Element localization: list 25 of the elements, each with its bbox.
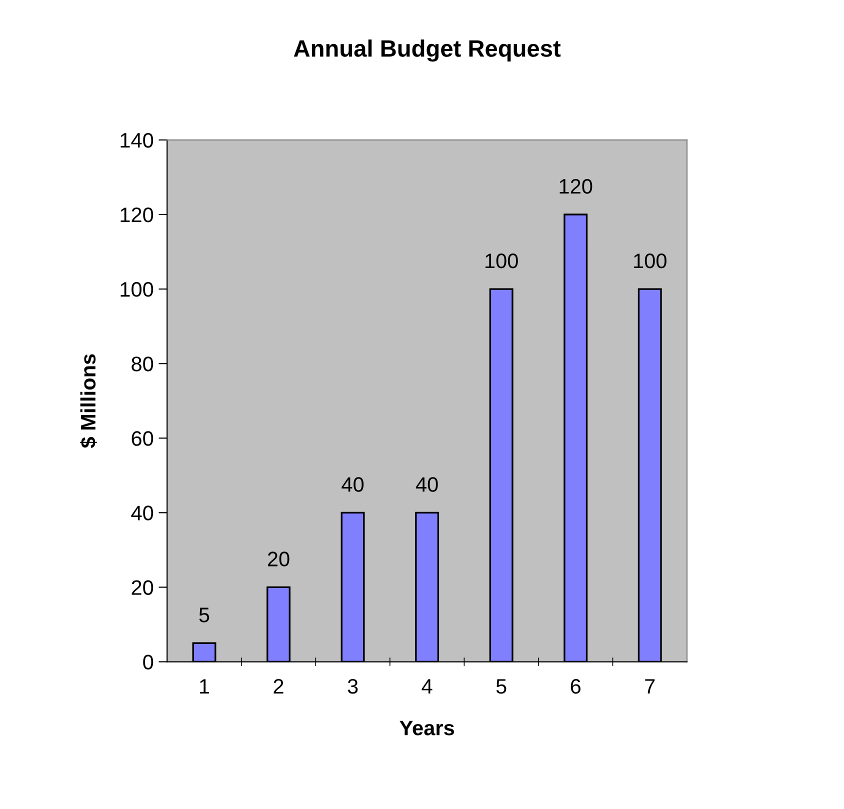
x-tick-label: 3 — [348, 678, 358, 694]
x-tick-label: 4 — [422, 679, 432, 694]
y-axis-title: $ Millions — [80, 354, 97, 448]
y-tick-label: 100 — [120, 282, 154, 297]
x-tick-label: 5 — [496, 679, 506, 694]
y-tick-label: 60 — [132, 431, 154, 446]
y-tick-label: 0 — [143, 654, 154, 670]
y-tick-label: 80 — [132, 356, 154, 372]
y-tick-label: 20 — [132, 580, 154, 595]
data-label: 120 — [560, 178, 592, 194]
x-tick-label: 6 — [570, 678, 580, 694]
data-label: 5 — [199, 608, 210, 622]
data-label: 40 — [342, 477, 364, 492]
x-tick-label: 1 — [200, 679, 210, 694]
x-axis-title: Years — [400, 720, 454, 736]
y-tick-label: 40 — [131, 506, 154, 520]
x-tick-label: 2 — [274, 678, 284, 694]
y-tick-label: 120 — [120, 208, 154, 222]
data-label: 100 — [486, 254, 518, 268]
y-tick-label: 140 — [120, 132, 154, 148]
data-label: 100 — [634, 254, 666, 268]
x-tick-label: 7 — [645, 679, 655, 694]
data-label: 40 — [416, 477, 438, 492]
data-label: 20 — [268, 552, 290, 566]
chart-title: Annual Budget Request — [294, 40, 561, 62]
